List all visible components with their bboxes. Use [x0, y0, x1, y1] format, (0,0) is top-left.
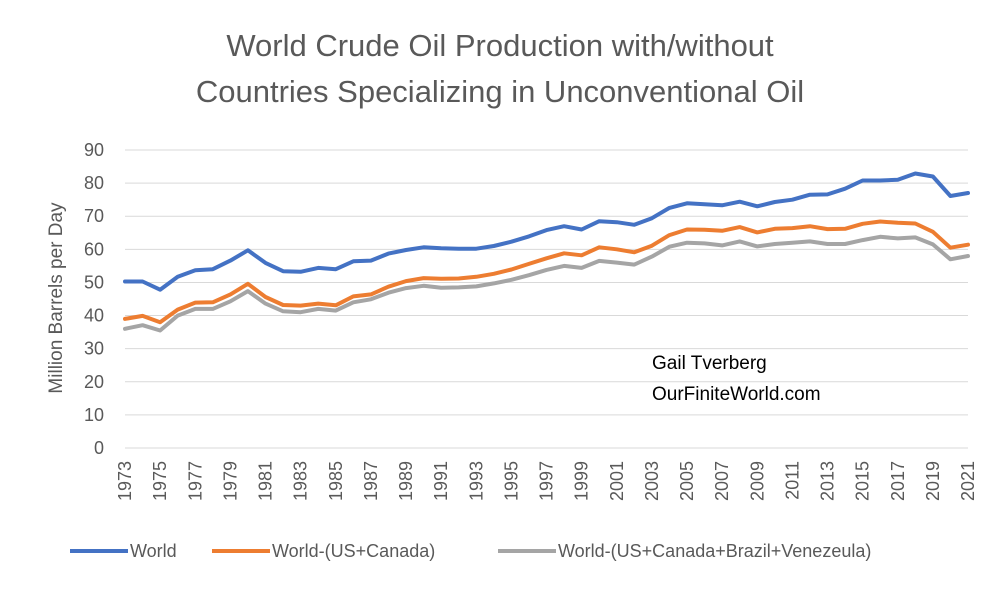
- x-tick-label: 1987: [361, 461, 381, 501]
- x-tick-label: 1983: [291, 461, 311, 501]
- x-tick-label: 2015: [853, 461, 873, 501]
- y-tick-label: 80: [84, 173, 104, 193]
- series-lines: [123, 171, 970, 333]
- x-tick-label: 2019: [923, 461, 943, 501]
- x-tick-label: 2017: [888, 461, 908, 501]
- x-tick-label: 1981: [256, 461, 276, 501]
- y-tick-label: 60: [84, 239, 104, 259]
- annotation-author: Gail Tverberg: [652, 353, 767, 374]
- y-axis-title: Million Barrels per Day: [46, 202, 67, 394]
- x-tick-label: 2003: [642, 461, 662, 501]
- x-tick-label: 1995: [501, 461, 521, 501]
- x-tick-label: 1975: [150, 461, 170, 501]
- x-tick-label: 1973: [115, 461, 135, 501]
- legend: World World-(US+Canada) World-(US+Canada+B…: [70, 541, 871, 561]
- y-tick-label: 40: [84, 306, 104, 326]
- x-tick-label: 1985: [326, 461, 346, 501]
- y-tick-label: 70: [84, 206, 104, 226]
- x-axis-ticks: 1973 1975 1977 1979 1981 1983 1985 1987 1989 1991…: [115, 461, 978, 501]
- x-tick-label: 1979: [220, 461, 240, 501]
- series-line-2: [123, 234, 970, 333]
- chart-title-line-1: World Crude Oil Production with/without: [226, 28, 774, 63]
- y-tick-label: 10: [84, 405, 104, 425]
- x-tick-label: 2005: [677, 461, 697, 501]
- x-tick-label: 2009: [747, 461, 767, 501]
- gridlines: [125, 149, 968, 449]
- chart-title: World Crude Oil Production with/without …: [196, 28, 804, 109]
- chart-title-line-2: Countries Specializing in Unconventional…: [196, 74, 804, 109]
- series-line-0: [123, 171, 970, 292]
- legend-label-0: World: [130, 541, 177, 561]
- y-tick-label: 90: [84, 140, 104, 160]
- x-tick-label: 1993: [466, 461, 486, 501]
- x-tick-label: 2011: [782, 461, 802, 500]
- y-tick-label: 0: [94, 438, 104, 458]
- x-tick-label: 2021: [958, 461, 978, 501]
- x-tick-label: 2001: [607, 461, 627, 501]
- x-tick-label: 2007: [712, 461, 732, 501]
- legend-label-1: World-(US+Canada): [272, 541, 435, 561]
- y-tick-label: 50: [84, 272, 104, 292]
- x-tick-label: 1991: [431, 461, 451, 501]
- x-tick-label: 1999: [572, 461, 592, 501]
- annotation: Gail Tverberg OurFiniteWorld.com: [652, 353, 821, 405]
- y-axis-ticks: 0 10 20 30 40 50 60 70 80 90: [84, 140, 104, 458]
- x-tick-label: 1989: [396, 461, 416, 501]
- y-tick-label: 20: [84, 372, 104, 392]
- x-tick-label: 1977: [185, 461, 205, 501]
- series-line-1: [123, 219, 970, 325]
- x-tick-label: 1997: [537, 461, 557, 501]
- x-tick-label: 2013: [818, 461, 838, 501]
- annotation-website: OurFiniteWorld.com: [652, 384, 821, 405]
- legend-label-2: World-(US+Canada+Brazil+Venezeula): [558, 541, 871, 561]
- y-tick-label: 30: [84, 339, 104, 359]
